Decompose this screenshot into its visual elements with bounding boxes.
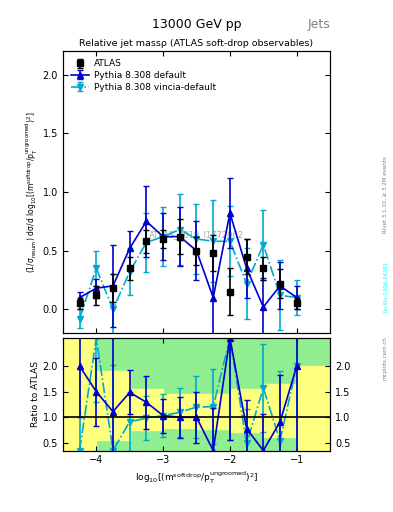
Text: ATLAS_2019_I1772062: ATLAS_2019_I1772062 — [149, 230, 244, 239]
Title: Relative jet massρ (ATLAS soft-drop observables): Relative jet massρ (ATLAS soft-drop obse… — [79, 38, 314, 48]
Text: [arXiv:1306.3436]: [arXiv:1306.3436] — [383, 262, 388, 312]
Y-axis label: (1/σ$_{\mathrm{resum}}$) dσ/d log$_{10}$[(m$^{\mathrm{soft drop}}$/p$_\mathrm{T}: (1/σ$_{\mathrm{resum}}$) dσ/d log$_{10}$… — [24, 111, 40, 273]
Text: Rivet 3.1.10, ≥ 3.2M events: Rivet 3.1.10, ≥ 3.2M events — [383, 156, 388, 233]
Text: Jets: Jets — [307, 18, 330, 31]
Legend: ATLAS, Pythia 8.308 default, Pythia 8.308 vincia-default: ATLAS, Pythia 8.308 default, Pythia 8.30… — [67, 56, 219, 95]
X-axis label: log$_{10}$[(m$^{\mathrm{soft\,drop}}$/p$_\mathrm{T}^{\mathrm{ungroomed}}$)$^2$]: log$_{10}$[(m$^{\mathrm{soft\,drop}}$/p$… — [135, 470, 258, 486]
Y-axis label: Ratio to ATLAS: Ratio to ATLAS — [31, 361, 40, 427]
Text: 13000 GeV pp: 13000 GeV pp — [152, 18, 241, 31]
Text: mcplots.cern.ch: mcplots.cern.ch — [383, 336, 388, 380]
Bar — [63, 338, 330, 451]
